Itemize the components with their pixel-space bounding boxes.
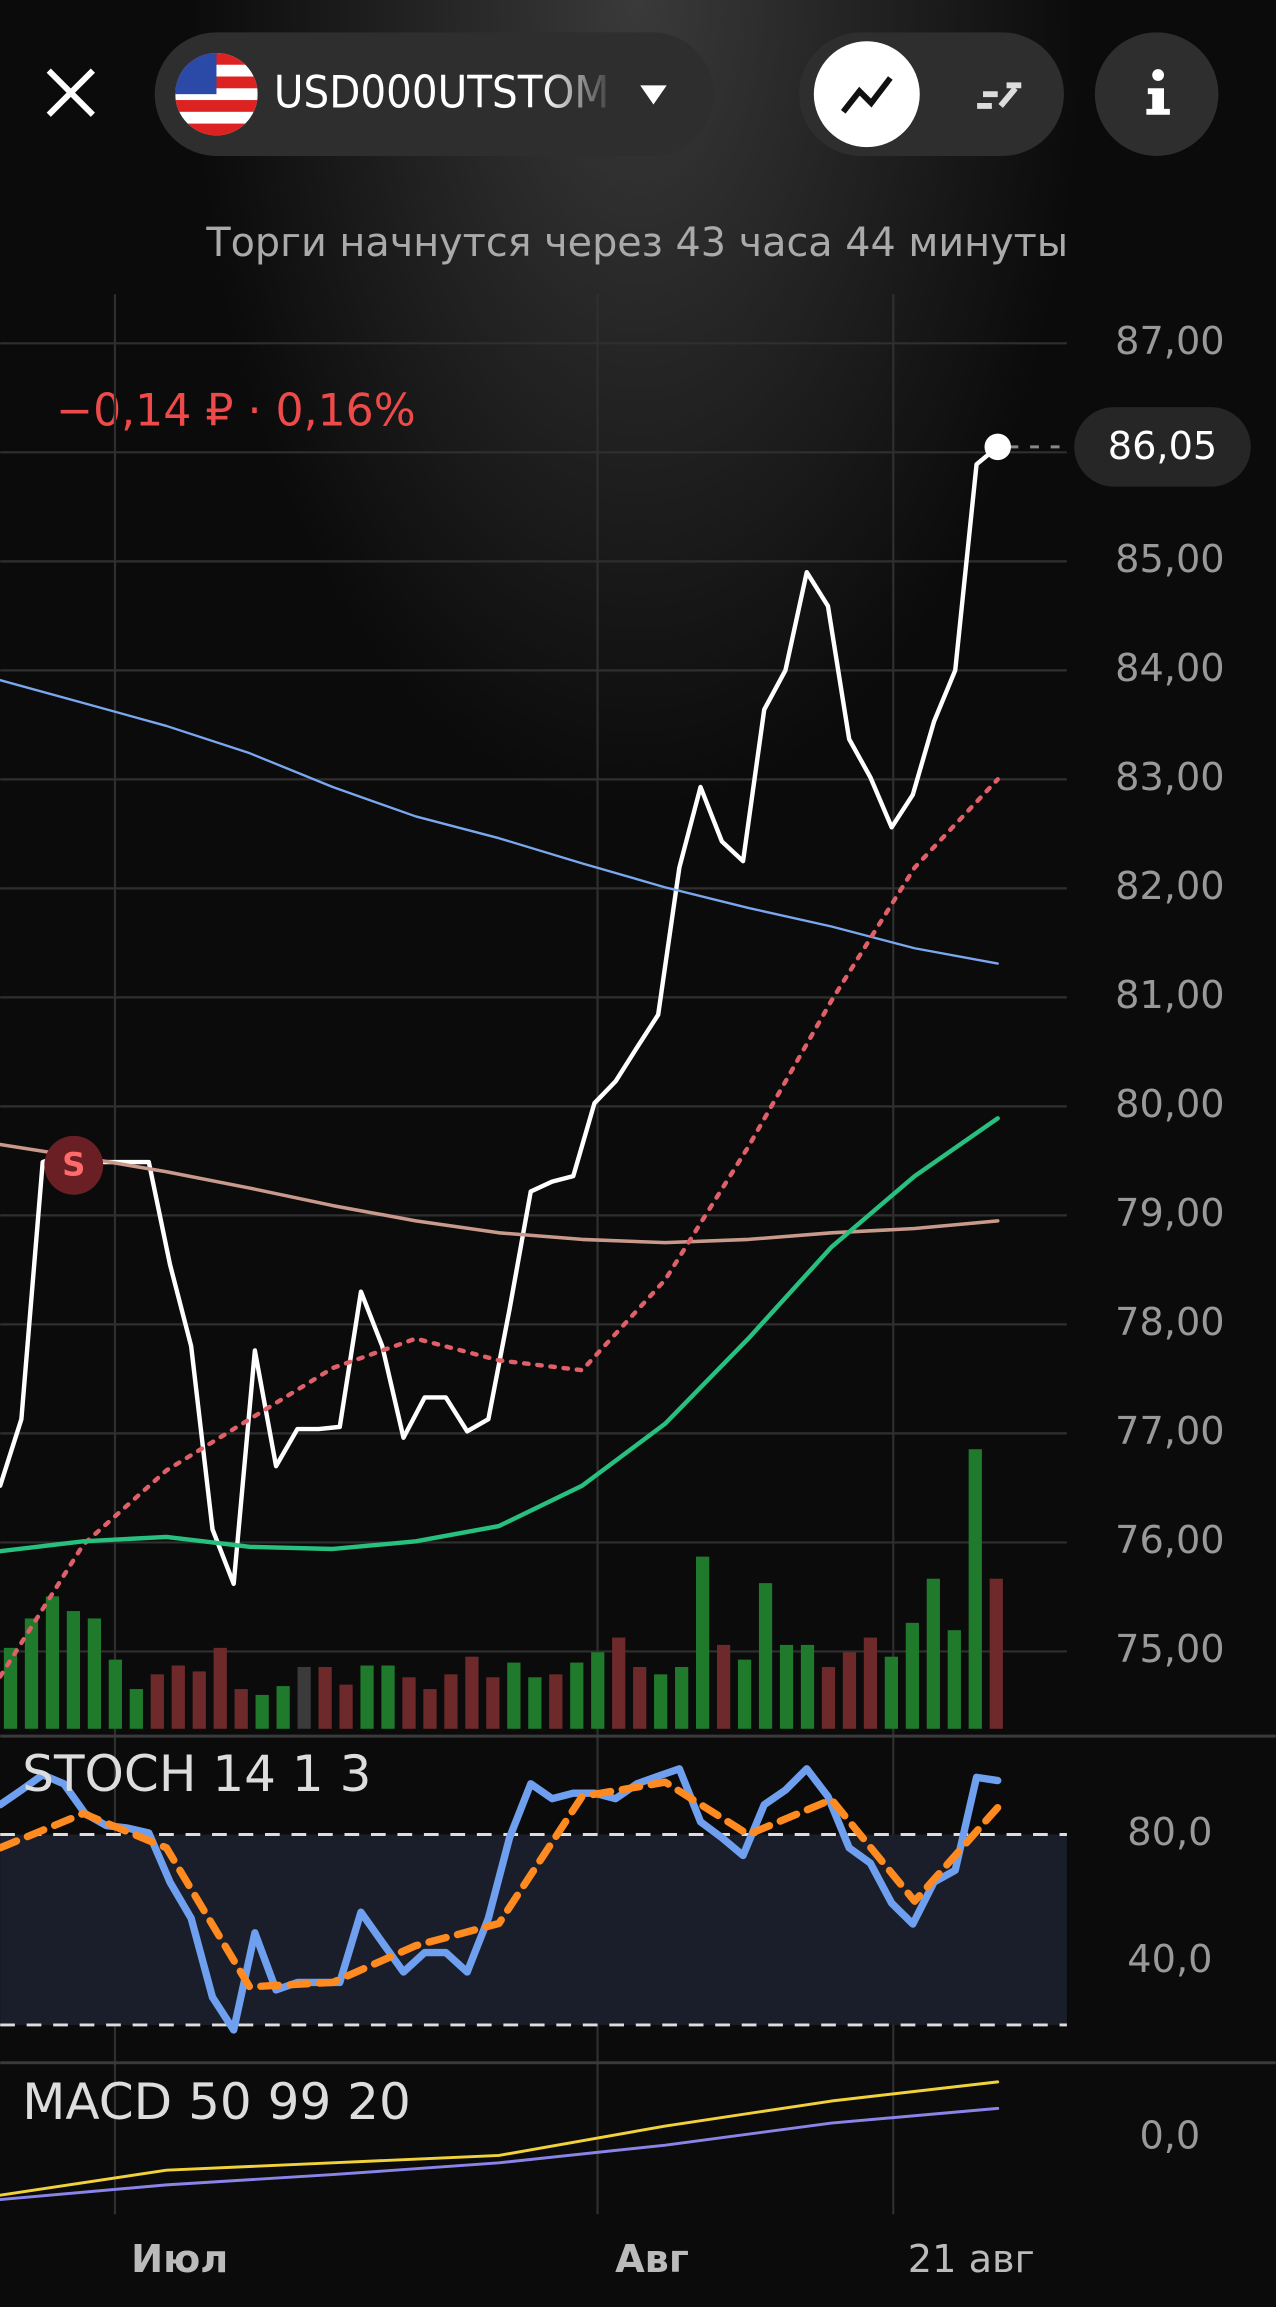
volume-bar bbox=[444, 1674, 458, 1729]
volume-bar bbox=[318, 1666, 332, 1729]
volume-bar bbox=[87, 1618, 102, 1729]
series-line bbox=[0, 777, 1000, 1679]
series-line bbox=[0, 444, 1000, 1587]
status: Торги начнутся через 43 часа 44 минуты bbox=[205, 220, 1068, 266]
y-tick-label: 80,00 bbox=[1115, 1082, 1225, 1127]
y-tick-label: 76,00 bbox=[1115, 1518, 1225, 1563]
volume-bar bbox=[800, 1644, 815, 1729]
volume-bar bbox=[779, 1644, 794, 1729]
info-button[interactable] bbox=[1094, 32, 1219, 156]
volume-bar bbox=[24, 1618, 39, 1729]
series-line bbox=[0, 2106, 1000, 2202]
y-tick-label: 0,0 bbox=[1139, 2113, 1200, 2158]
volume-bar bbox=[3, 1647, 18, 1729]
volume-bar bbox=[339, 1684, 353, 1729]
ticker: USD000UTSTOM bbox=[274, 68, 609, 119]
volume-bar bbox=[968, 1449, 982, 1729]
volume-bar bbox=[66, 1611, 81, 1729]
macd-title: MACD 50 99 20 bbox=[22, 2073, 411, 2131]
volume-bar bbox=[716, 1644, 731, 1729]
series-line bbox=[0, 1142, 1000, 1245]
close-button[interactable] bbox=[46, 68, 95, 117]
y-tick-label: 80,0 bbox=[1127, 1810, 1212, 1855]
volume-bar bbox=[591, 1652, 605, 1729]
series-line bbox=[0, 679, 999, 965]
volume-bar bbox=[255, 1694, 269, 1729]
volume-bar bbox=[129, 1689, 143, 1729]
volume-bar bbox=[905, 1622, 919, 1729]
signal-label: S bbox=[62, 1146, 85, 1184]
volume-bar bbox=[423, 1689, 437, 1729]
volume-bar bbox=[297, 1666, 311, 1729]
volume-bar bbox=[612, 1637, 626, 1729]
y-tick-label: 81,00 bbox=[1115, 973, 1225, 1018]
x-label: Июл bbox=[131, 2237, 228, 2282]
volume-bar bbox=[45, 1596, 60, 1729]
y-tick-label: 85,00 bbox=[1115, 537, 1225, 582]
volume-bar bbox=[486, 1677, 500, 1729]
y-tick-label: 75,00 bbox=[1115, 1627, 1225, 1672]
y-tick-label: 40,0 bbox=[1127, 1937, 1212, 1982]
volume-bar bbox=[549, 1674, 563, 1729]
volume-bar bbox=[654, 1674, 668, 1729]
last-price-label: 86,05 bbox=[1108, 424, 1218, 469]
volume-bar bbox=[696, 1556, 710, 1729]
volume-bar bbox=[192, 1671, 206, 1729]
y-tick-label: 84,00 bbox=[1115, 646, 1225, 691]
volume-bar bbox=[528, 1677, 542, 1729]
volume-bar bbox=[360, 1665, 374, 1729]
series-line bbox=[0, 1778, 1002, 1991]
stoch-title: STOCH 14 1 3 bbox=[22, 1745, 371, 1803]
volume-bar bbox=[633, 1666, 647, 1729]
signal-marker bbox=[44, 1135, 104, 1195]
volume-bar bbox=[675, 1666, 689, 1729]
series-line bbox=[0, 2080, 1000, 2197]
last-price-dot bbox=[984, 433, 1011, 461]
y-tick-label: 78,00 bbox=[1115, 1300, 1225, 1345]
volume-bar bbox=[884, 1656, 899, 1729]
volume-bar bbox=[507, 1662, 521, 1729]
y-tick-label: 77,00 bbox=[1115, 1409, 1225, 1454]
stoch-band bbox=[0, 1834, 1067, 2025]
ticker-selector[interactable]: USD000UTSTOM bbox=[154, 32, 714, 156]
volume-bar bbox=[234, 1689, 248, 1729]
volume-bar bbox=[926, 1578, 940, 1729]
volume-bar bbox=[150, 1674, 164, 1729]
volume-bar bbox=[213, 1647, 227, 1729]
volume-bar bbox=[758, 1583, 773, 1729]
volume-bar bbox=[465, 1656, 479, 1729]
volume-bar bbox=[171, 1665, 185, 1729]
volume-bar bbox=[737, 1659, 752, 1729]
volume-bar bbox=[821, 1666, 836, 1729]
x-label: Авг bbox=[615, 2237, 689, 2282]
volume-bar bbox=[947, 1630, 961, 1729]
y-tick-label: 83,00 bbox=[1115, 755, 1225, 800]
volume-bar bbox=[276, 1686, 290, 1729]
volume-bar bbox=[381, 1665, 395, 1729]
series-line bbox=[0, 1116, 1000, 1554]
volume-bar bbox=[842, 1652, 857, 1729]
y-tick-label: 87,00 bbox=[1115, 319, 1225, 364]
last-price-badge bbox=[1074, 407, 1251, 487]
price-change: −0,14 ₽ · 0,16% bbox=[56, 385, 416, 436]
volume-bar bbox=[402, 1677, 416, 1729]
volume-bar bbox=[108, 1659, 122, 1729]
y-tick-label: 79,00 bbox=[1115, 1191, 1225, 1236]
volume-bar bbox=[989, 1578, 1003, 1729]
view-toggle[interactable] bbox=[799, 32, 1064, 156]
volume-bar bbox=[570, 1662, 584, 1729]
volume-bar bbox=[863, 1637, 878, 1729]
x-label: 21 авг bbox=[908, 2237, 1035, 2282]
y-tick-label: 82,00 bbox=[1115, 864, 1225, 909]
